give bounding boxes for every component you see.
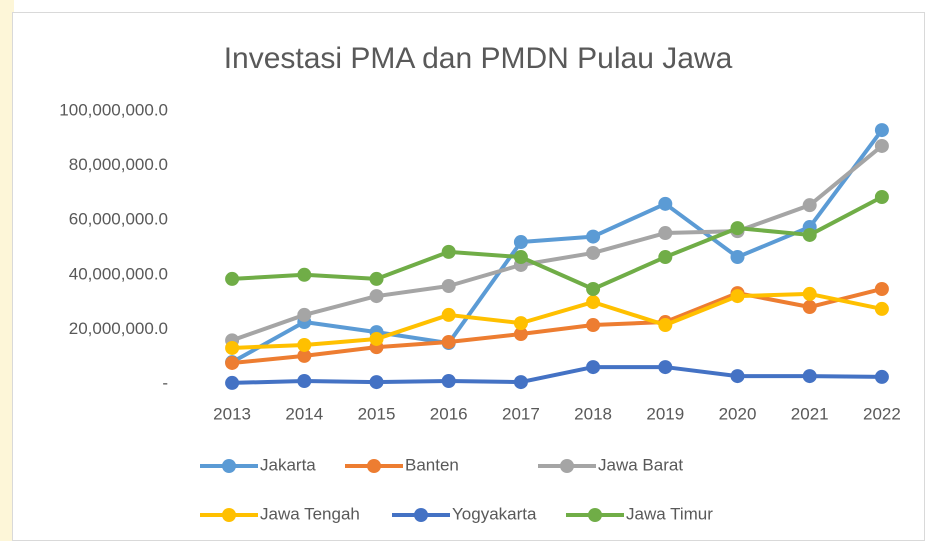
series-marker (369, 271, 384, 286)
x-tick-label: 2015 (358, 404, 396, 423)
x-tick-label: 2022 (863, 404, 901, 423)
x-tick-label: 2016 (430, 404, 468, 423)
series-marker (874, 369, 889, 384)
legend-marker (222, 459, 236, 473)
legend-label: Banten (405, 455, 459, 474)
series-marker (874, 123, 889, 138)
y-tick-label: 100,000,000.0 (59, 100, 168, 119)
series-marker (874, 301, 889, 316)
chart-frame (12, 12, 925, 541)
series-marker (225, 271, 240, 286)
legend-marker (414, 508, 428, 522)
series-marker (586, 281, 601, 296)
series-line (231, 287, 883, 365)
chart-title: Investasi PMA dan PMDN Pulau Jawa (224, 42, 733, 75)
series-marker (586, 295, 601, 310)
series-marker (802, 300, 817, 315)
series-marker (441, 278, 456, 293)
series-marker (802, 286, 817, 301)
series-marker (802, 198, 817, 213)
legend-marker (588, 508, 602, 522)
y-tick-label: - (162, 373, 168, 392)
series-marker (225, 355, 240, 370)
series-marker (297, 348, 312, 363)
series-marker (513, 316, 528, 331)
series-marker (802, 369, 817, 384)
y-tick-label: 60,000,000.0 (69, 210, 168, 229)
legend-marker (367, 459, 381, 473)
series-marker (874, 189, 889, 204)
x-tick-label: 2018 (574, 404, 612, 423)
series-marker (369, 375, 384, 390)
series-marker (225, 340, 240, 355)
series-marker (586, 229, 601, 244)
legend-label: Jawa Tengah (260, 504, 360, 523)
legend-marker (560, 459, 574, 473)
x-tick-label: 2020 (719, 404, 757, 423)
series-marker (730, 221, 745, 236)
series-marker (730, 289, 745, 304)
series-marker (513, 375, 528, 390)
series-marker (802, 227, 817, 242)
x-tick-label: 2019 (646, 404, 684, 423)
series-marker (513, 250, 528, 265)
series-marker (297, 307, 312, 322)
series-marker (730, 250, 745, 265)
legend-marker (222, 508, 236, 522)
legend-label: Jakarta (260, 455, 316, 474)
x-tick-label: 2014 (285, 404, 323, 423)
x-tick-label: 2017 (502, 404, 540, 423)
series-marker (658, 318, 673, 333)
series-marker (441, 307, 456, 322)
series-marker (730, 369, 745, 384)
series-marker (658, 250, 673, 265)
series-marker (513, 235, 528, 250)
series-marker (441, 373, 456, 388)
series-marker (513, 327, 528, 342)
series-marker (297, 337, 312, 352)
series-marker (658, 196, 673, 211)
series-marker (369, 331, 384, 346)
series-marker (874, 281, 889, 296)
series-marker (658, 360, 673, 375)
series-line (231, 195, 883, 291)
x-tick-label: 2021 (791, 404, 829, 423)
series-marker (658, 226, 673, 241)
y-tick-label: 20,000,000.0 (69, 319, 168, 338)
series-line (232, 291, 883, 350)
y-tick-label: 80,000,000.0 (69, 155, 168, 174)
series-marker (441, 244, 456, 259)
legend-label: Jawa Barat (598, 455, 683, 474)
legend-label: Yogyakarta (452, 504, 537, 523)
x-tick-label: 2013 (213, 404, 251, 423)
y-tick-label: 40,000,000.0 (69, 264, 168, 283)
series-marker (586, 245, 601, 260)
series-marker (297, 267, 312, 282)
series-line (231, 128, 884, 364)
series-marker (225, 375, 240, 390)
series-marker (874, 138, 889, 153)
legend-label: Jawa Timur (626, 504, 713, 523)
series-marker (441, 334, 456, 349)
background-strip (0, 0, 14, 541)
series-marker (586, 318, 601, 333)
series-marker (586, 360, 601, 375)
series-marker (297, 373, 312, 388)
series-line (232, 365, 882, 385)
series-line (231, 144, 884, 343)
series-marker (369, 289, 384, 304)
